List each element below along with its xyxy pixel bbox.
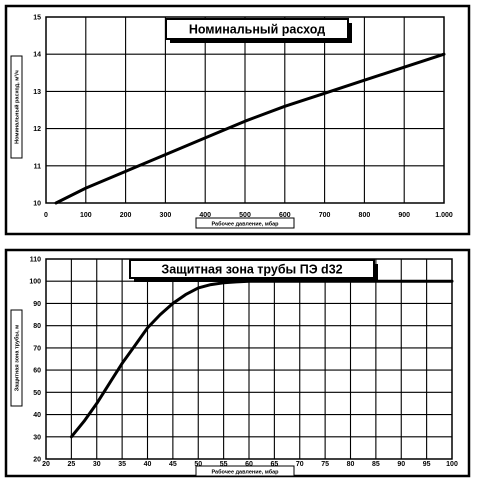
x-tick-label: 0	[44, 212, 48, 219]
chart-2-title-box	[129, 259, 375, 279]
chart-2: 20 30 40 50 60 70 80 90 100 110 20 25 30 35 40 45 50 55 6…	[4, 248, 471, 478]
x-tick-label: 500	[239, 212, 251, 219]
chart-1-y-tick-labels: 10 11 12 13 14 15	[33, 15, 41, 208]
y-tick-label: 20	[33, 457, 41, 464]
x-tick-label: 300	[160, 212, 172, 219]
y-tick-label: 100	[29, 279, 41, 286]
x-tick-label: 20	[42, 461, 50, 468]
x-tick-label: 900	[398, 212, 410, 219]
chart-1-y-label-box	[10, 55, 23, 159]
x-tick-label: 30	[93, 461, 101, 468]
x-tick-label: 700	[319, 212, 331, 219]
chart-1-gridlines	[46, 17, 444, 203]
y-tick-label: 50	[33, 390, 41, 397]
y-tick-label: 10	[33, 201, 41, 208]
chart-2-x-tick-labels: 20 25 30 35 40 45 50 55 60 65 70 75 80 85 90 95 100	[42, 461, 458, 468]
chart-1-y-axis-label: Номинальный расход, м³/ч	[14, 70, 21, 144]
x-tick-label: 100	[80, 212, 92, 219]
chart-1-x-label-box	[195, 217, 295, 229]
y-tick-label: 12	[33, 126, 41, 133]
series-line-1	[54, 52, 446, 205]
x-tick-label: 100	[446, 461, 458, 468]
x-tick-label: 50	[194, 461, 202, 468]
x-tick-label: 95	[423, 461, 431, 468]
chart-1-title-box	[165, 18, 349, 40]
y-tick-label: 15	[33, 15, 41, 22]
chart-1-x-tick-labels: 0 100 200 300 400 500 600 700 800 900 1.000	[44, 212, 453, 219]
x-tick-label: 35	[118, 461, 126, 468]
chart-1-x-axis-label: Рабочее давление, мбар	[211, 221, 279, 228]
y-tick-label: 14	[33, 52, 41, 59]
y-tick-label: 13	[33, 89, 41, 96]
y-tick-label: 60	[33, 368, 41, 375]
x-tick-label: 65	[270, 461, 278, 468]
chart-1: 10 11 12 13 14 15 0 100 200 300 400 500 600 700 800 90…	[4, 4, 471, 236]
x-tick-label: 80	[347, 461, 355, 468]
y-tick-label: 90	[33, 301, 41, 308]
chart-2-x-axis-label: Рабочее давление, мбар	[211, 469, 279, 476]
y-tick-label: 11	[34, 163, 42, 170]
x-tick-label: 1.000	[435, 212, 453, 219]
x-tick-label: 400	[199, 212, 211, 219]
y-tick-label: 30	[33, 434, 41, 441]
x-tick-label: 75	[321, 461, 329, 468]
chart-1-title: Номинальный расход	[189, 23, 325, 37]
chart-2-x-label-box	[195, 465, 295, 477]
x-tick-label: 40	[144, 461, 152, 468]
y-tick-label: 110	[30, 257, 41, 264]
chart-2-y-axis-label: Защитная зона трубы, м	[14, 325, 21, 391]
x-tick-label: 600	[279, 212, 291, 219]
x-tick-label: 85	[372, 461, 380, 468]
chart-2-gridlines	[46, 259, 452, 459]
x-tick-label: 55	[220, 461, 228, 468]
x-tick-label: 200	[120, 212, 132, 219]
y-tick-label: 40	[33, 412, 41, 419]
chart-2-y-tick-labels: 20 30 40 50 60 70 80 90 100 110	[29, 257, 41, 464]
x-tick-label: 45	[169, 461, 177, 468]
x-tick-label: 60	[245, 461, 253, 468]
x-tick-label: 800	[359, 212, 371, 219]
x-tick-label: 25	[67, 461, 75, 468]
y-tick-label: 70	[33, 345, 41, 352]
chart-1-series	[54, 52, 446, 205]
chart-2-y-label-box	[10, 309, 23, 407]
chart-2-title: Защитная зона трубы ПЭ d32	[161, 263, 342, 277]
x-tick-label: 70	[296, 461, 304, 468]
y-tick-label: 80	[33, 323, 41, 330]
x-tick-label: 90	[397, 461, 405, 468]
